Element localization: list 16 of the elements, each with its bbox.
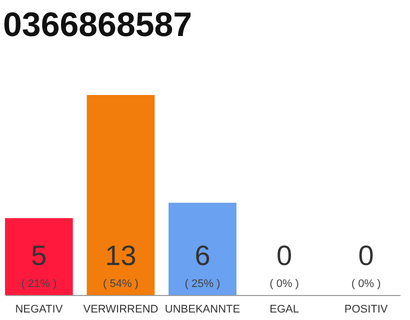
x-tick-label: VERWIRREND bbox=[83, 304, 158, 316]
annotation: ( 0% ) bbox=[270, 278, 299, 290]
annotation: ( 25% ) bbox=[184, 278, 220, 290]
x-tick-label: EGAL bbox=[270, 304, 299, 316]
x-tick-label: POSITIV bbox=[344, 304, 388, 316]
x-tick-label: UNBEKANNTE bbox=[164, 304, 240, 316]
annotation: ( 0% ) bbox=[351, 278, 381, 290]
chart-title: 0366868587 bbox=[3, 6, 192, 44]
annotation: ( 54% ) bbox=[102, 278, 138, 290]
annotation: ( 21% ) bbox=[21, 278, 57, 290]
data-label: 0 bbox=[358, 240, 374, 271]
x-tick-label: NEGATIV bbox=[15, 304, 64, 316]
data-label: 0 bbox=[276, 240, 292, 271]
data-label: 5 bbox=[31, 240, 47, 271]
data-label: 6 bbox=[194, 240, 210, 271]
data-label: 13 bbox=[105, 240, 136, 271]
